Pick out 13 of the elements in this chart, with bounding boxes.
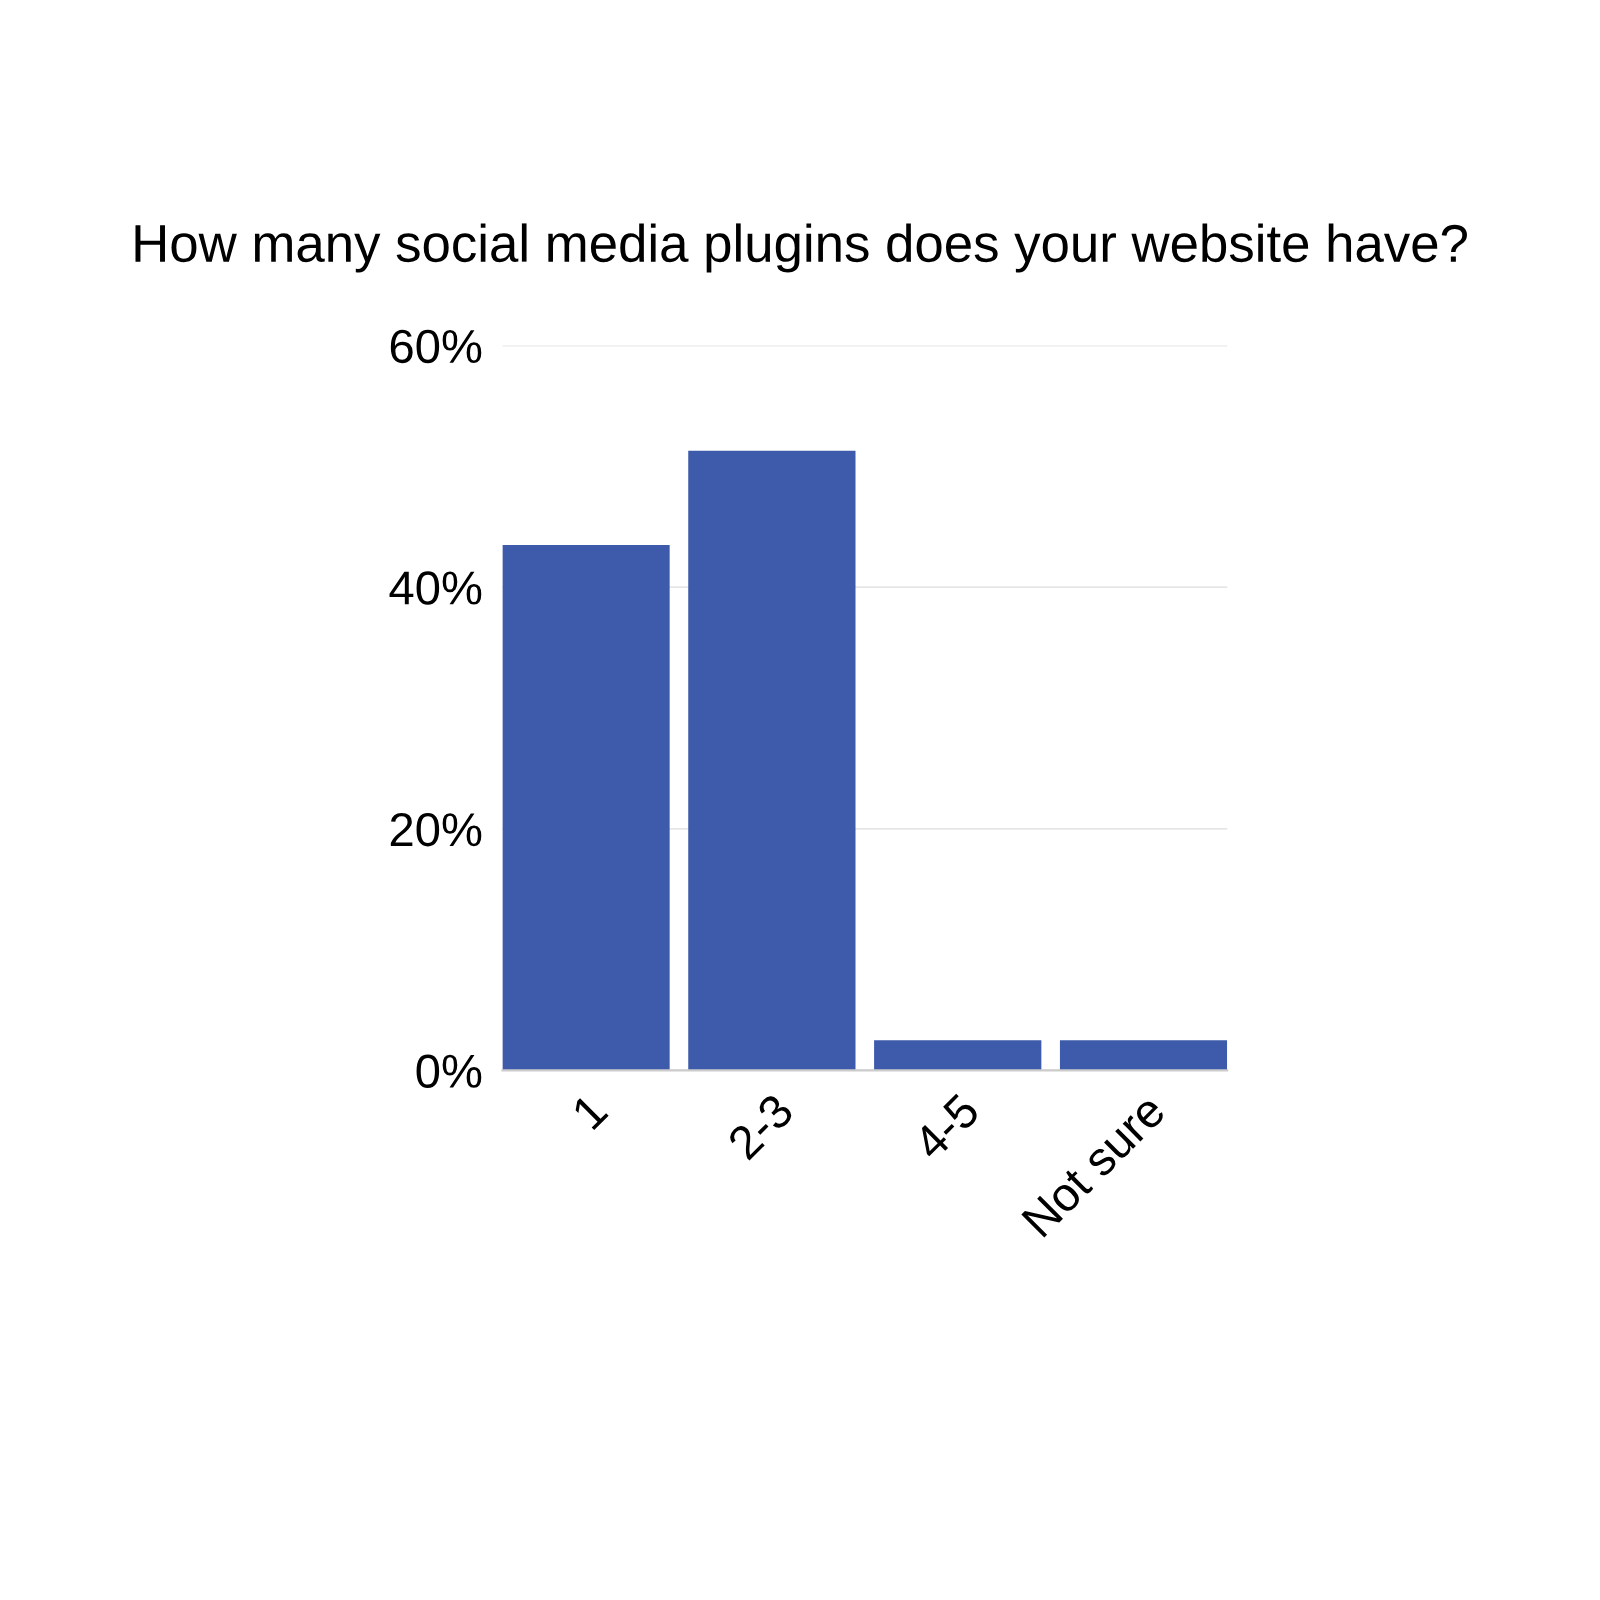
bar bbox=[688, 450, 856, 1071]
y-tick-label: 20% bbox=[390, 812, 482, 847]
x-tick-label: 1 bbox=[571, 1092, 609, 1131]
chart-title: How many social media plugins does your website have? bbox=[135, 223, 1467, 273]
x-tick-label: 2-3 bbox=[726, 1092, 795, 1161]
bar bbox=[1059, 1040, 1228, 1071]
bar bbox=[874, 1040, 1042, 1071]
y-tick-label: 40% bbox=[389, 571, 482, 605]
x-tick-label: Not sure bbox=[1021, 1092, 1167, 1238]
y-tick-label: 60% bbox=[390, 329, 482, 364]
bar bbox=[502, 544, 670, 1071]
y-tick-label: 0% bbox=[416, 1054, 482, 1088]
x-tick-label: 4-5 bbox=[911, 1092, 981, 1162]
